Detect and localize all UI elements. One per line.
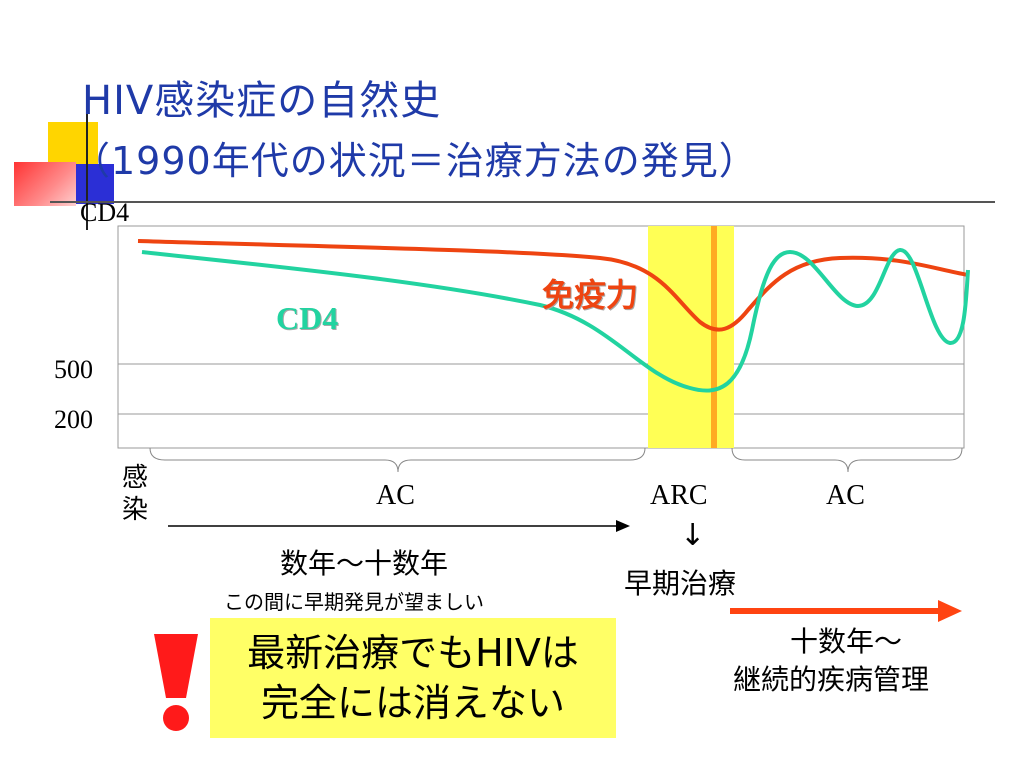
- down-arrow-icon: ↓: [680, 518, 706, 553]
- immunity-curve: [137, 239, 969, 332]
- page-subtitle: （1990年代の状況＝治療方法の発見）: [72, 139, 758, 183]
- timeline-arrow-head: [616, 520, 630, 532]
- brace-ac-1: [149, 447, 646, 473]
- warning-line2: 完全には消えない: [260, 681, 565, 725]
- longterm-label-line1: 十数年〜: [790, 625, 903, 658]
- y-axis-label: CD4: [80, 198, 130, 227]
- early-treatment-label: 早期治療: [624, 567, 737, 600]
- period-main-label: 数年〜十数年: [280, 547, 449, 580]
- warning-box: 最新治療でもHIVは 完全には消えない: [210, 618, 616, 738]
- decor-vertical-line: [86, 110, 88, 230]
- page-title: HIV感染症の自然史: [82, 78, 442, 124]
- title-underline: [50, 201, 995, 203]
- exclamation-icon: [154, 634, 198, 731]
- warning-line1: 最新治療でもHIVは: [247, 631, 579, 675]
- longterm-label-line2: 継続的疾病管理: [733, 663, 930, 696]
- longterm-arrow-head: [938, 600, 962, 622]
- immunity-series-label: 免疫力: [542, 276, 639, 314]
- decor-red-square: [14, 162, 76, 206]
- y-tick-500: 500: [54, 355, 93, 384]
- cd4-series-label: CD4: [276, 300, 339, 336]
- arc-highlight-band: [648, 226, 734, 448]
- y-tick-200: 200: [54, 405, 93, 434]
- infection-label: 感染: [122, 463, 149, 525]
- period-sub-label: この間に早期発見が望ましい: [224, 590, 484, 614]
- phase-ac-early: AC: [376, 480, 415, 511]
- brace-ac-2: [731, 447, 963, 473]
- phase-ac-late: AC: [826, 480, 865, 511]
- cd4-curve: [141, 248, 970, 393]
- phase-arc: ARC: [650, 480, 708, 511]
